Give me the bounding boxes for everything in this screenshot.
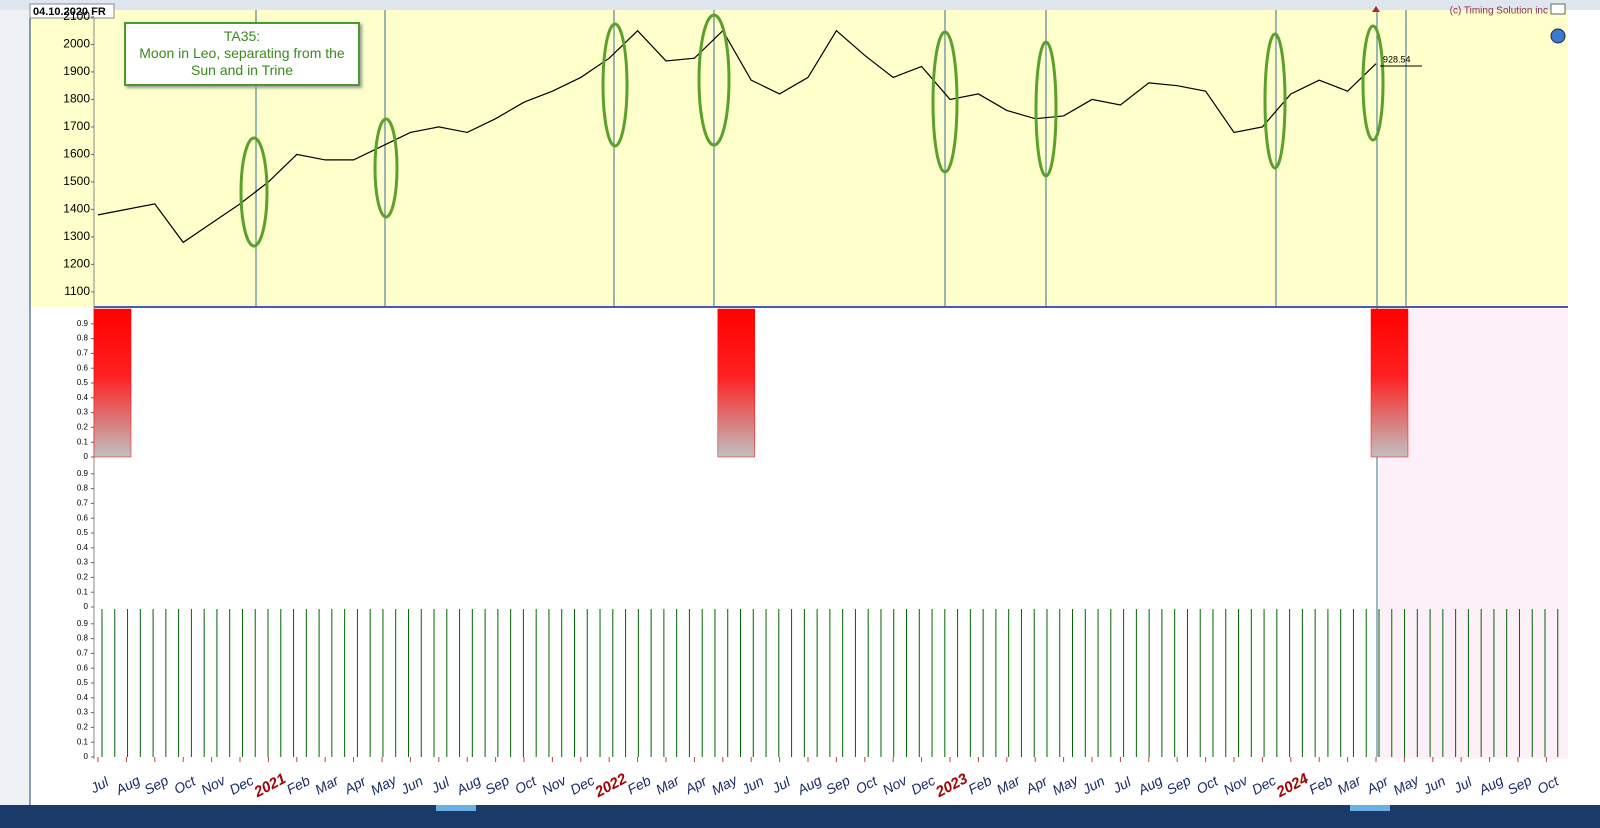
right-bar [1568, 10, 1600, 805]
scroll-button[interactable] [1550, 3, 1566, 15]
y-tick-label: 2100 [63, 9, 90, 23]
annotation-text: Moon in Leo, separating from the Sun and… [139, 45, 345, 78]
scroll-thumb[interactable] [1350, 805, 1390, 811]
signal-bar [93, 308, 132, 458]
highlight-ellipses [239, 13, 1385, 248]
y-tick-label: 1700 [63, 119, 90, 133]
y-tick-label: 2000 [63, 37, 90, 51]
x-axis-bg [30, 759, 1568, 805]
top-bar [0, 0, 1600, 10]
date-box [29, 3, 115, 19]
status-bar [0, 805, 1600, 828]
y-tick-label: 1600 [63, 147, 90, 161]
y-tick-label: 0 [84, 602, 89, 611]
y-tick-label: 0.6 [77, 513, 89, 522]
y-tick-label: 1200 [63, 257, 90, 271]
y-tick-label: 0.1 [77, 737, 89, 746]
y-tick-label: 1300 [63, 229, 90, 243]
price-line [97, 29, 1377, 244]
last-value-label: 928.54 [1383, 54, 1411, 64]
y-tick-label: 0.5 [77, 378, 89, 387]
y-tick-label: 0.8 [77, 634, 89, 643]
forecast-zone [1379, 309, 1568, 759]
y-tick-label: 0.2 [77, 723, 89, 732]
y-tick-label: 0.8 [77, 484, 89, 493]
y-tick-label: 0.8 [77, 334, 89, 343]
marker-icon [1372, 6, 1380, 12]
y-tick-label: 0.4 [77, 543, 89, 552]
y-tick-label: 0.1 [77, 587, 89, 596]
y-tick-label: 1100 [64, 284, 90, 298]
globe-icon[interactable] [1550, 28, 1566, 44]
annotation-title: TA35: [223, 28, 261, 44]
y-tick-label: 0.7 [77, 649, 89, 658]
indicator-bg [30, 307, 1568, 759]
event-lines [255, 10, 1407, 757]
y-tick-label: 0.3 [77, 408, 89, 417]
y-tick-label: 0.7 [77, 499, 89, 508]
y-tick-label: 0.1 [77, 437, 89, 446]
date-label: 04.10.2020 FR [33, 6, 106, 18]
signal-bar [1370, 308, 1409, 458]
y-tick-label: 0.9 [77, 319, 89, 328]
y-tick-label: 0.3 [77, 558, 89, 567]
y-tick-label: 0.5 [77, 528, 89, 537]
y-tick-label: 0.4 [77, 693, 89, 702]
y-tick-label: 0.2 [77, 423, 89, 432]
y-tick-label: 0.9 [77, 619, 89, 628]
copyright: (c) Timing Solution inc [1450, 6, 1548, 17]
y-tick-label: 1400 [63, 202, 90, 216]
y-tick-label: 0.4 [77, 393, 89, 402]
y-tick-label: 0.7 [77, 349, 89, 358]
y-tick-label: 0.9 [77, 469, 89, 478]
y-tick-label: 0.6 [77, 363, 89, 372]
y-tick-label: 0 [84, 752, 89, 761]
y-tick-label: 0.5 [77, 678, 89, 687]
annotation-box: TA35: Moon in Leo, separating from the S… [124, 22, 360, 86]
y-tick-label: 0.2 [77, 573, 89, 582]
y-tick-label: 0 [84, 452, 89, 461]
scroll-thumb[interactable] [436, 805, 476, 811]
y-tick-label: 1800 [63, 92, 90, 106]
y-tick-label: 1900 [63, 64, 90, 78]
y-tick-label: 1500 [63, 174, 90, 188]
y-tick-label: 0.6 [77, 663, 89, 672]
signal-bar [717, 308, 756, 458]
y-tick-label: 0.3 [77, 708, 89, 717]
